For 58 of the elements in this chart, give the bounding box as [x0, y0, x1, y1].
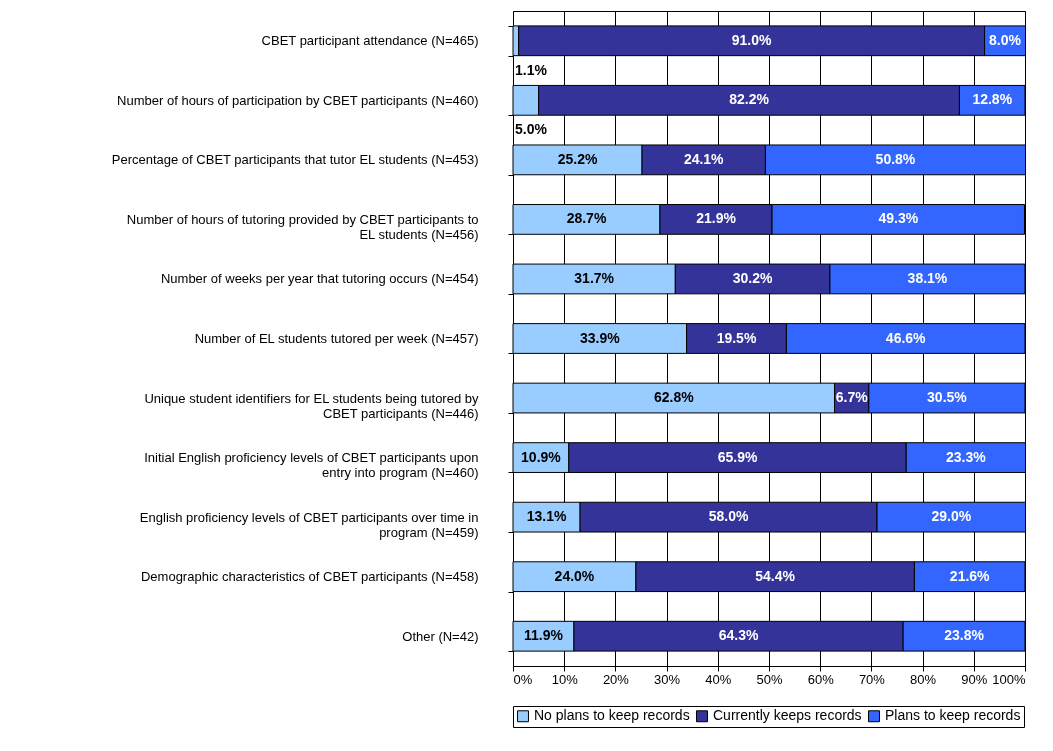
x-tick-label: 0%: [513, 671, 533, 687]
data-label: 11.9%: [524, 627, 564, 644]
data-label: 23.8%: [944, 627, 985, 644]
data-label: 82.2%: [729, 91, 770, 108]
legend-label: No plans to keep records: [534, 707, 690, 724]
x-tick-label: 50%: [756, 671, 783, 687]
data-label: 10.9%: [521, 448, 562, 465]
data-label: 6.7%: [835, 389, 869, 406]
data-label: 30.5%: [927, 389, 968, 406]
y-tick-label: Other (N=42): [402, 628, 479, 644]
data-label: 24.0%: [554, 567, 595, 584]
x-tick-label: 60%: [807, 671, 835, 687]
x-tick-label: 70%: [858, 671, 886, 687]
data-label: 54.4%: [755, 567, 796, 584]
data-label: 25.2%: [557, 150, 598, 167]
x-tick-label: 20%: [602, 671, 630, 687]
data-label: 21.6%: [949, 567, 991, 584]
data-label: 65.9%: [717, 448, 758, 465]
data-label: 30.2%: [732, 269, 774, 286]
data-label: 23.3%: [946, 448, 987, 465]
data-label: 58.0%: [708, 508, 749, 525]
data-label: 91.0%: [731, 31, 772, 48]
data-label: 50.8%: [875, 150, 916, 167]
data-label: 21.9%: [696, 210, 737, 227]
x-tick-label: 80%: [910, 671, 937, 687]
data-label: 28.7%: [566, 210, 607, 227]
data-label: 5.0%: [515, 121, 548, 138]
data-label: 1.1%: [515, 61, 548, 78]
data-label: 38.1%: [907, 269, 948, 286]
data-label: 13.1%: [526, 508, 567, 525]
data-label: 46.6%: [885, 329, 927, 346]
x-tick-label: 40%: [705, 671, 732, 687]
data-label: 31.7%: [574, 269, 615, 286]
data-label: 8.0%: [989, 31, 1022, 48]
data-label: 19.5%: [716, 329, 757, 346]
y-tick-label: English proficiency levels of CBET participants over time in program (N=459): [139, 509, 479, 540]
legend-label: Plans to keep records: [885, 707, 1021, 724]
y-tick-label: Number of weeks per year that tutoring occurs (N=454): [160, 271, 479, 287]
y-tick-label: Initial English proficiency levels of CBET participants upon entry into program (N=460): [144, 450, 479, 481]
legend-label: Currently keeps records: [713, 707, 862, 724]
y-tick-label: Unique student identifiers for EL students being tutored by CBET participants (N=446): [144, 390, 479, 421]
data-label: 62.8%: [653, 389, 695, 406]
data-label: 64.3%: [718, 627, 759, 644]
y-tick-label: Demographic characteristics of CBET participants (N=458): [140, 569, 479, 585]
x-tick-label: 10%: [551, 671, 579, 687]
data-label: 12.8%: [972, 91, 1013, 108]
data-label: 33.9%: [579, 329, 621, 346]
y-tick-label: CBET participant attendance (N=465): [261, 33, 479, 49]
y-tick-label: Percentage of CBET participants that tutor EL students (N=453): [111, 152, 479, 168]
data-label: 49.3%: [878, 210, 919, 227]
data-label: 24.1%: [683, 150, 725, 167]
y-tick-label: Number of hours of tutoring provided by CBET participants to EL students (N=456): [126, 211, 479, 242]
x-tick-label: 30%: [654, 671, 681, 687]
y-tick-label: Number of EL students tutored per week (N=457): [194, 331, 479, 346]
x-tick-label: 90%: [961, 671, 988, 687]
x-tick-label: 100%: [992, 671, 1026, 687]
y-tick-label: Number of hours of participation by CBET participants (N=460): [117, 92, 479, 108]
data-label: 29.0%: [931, 508, 972, 525]
